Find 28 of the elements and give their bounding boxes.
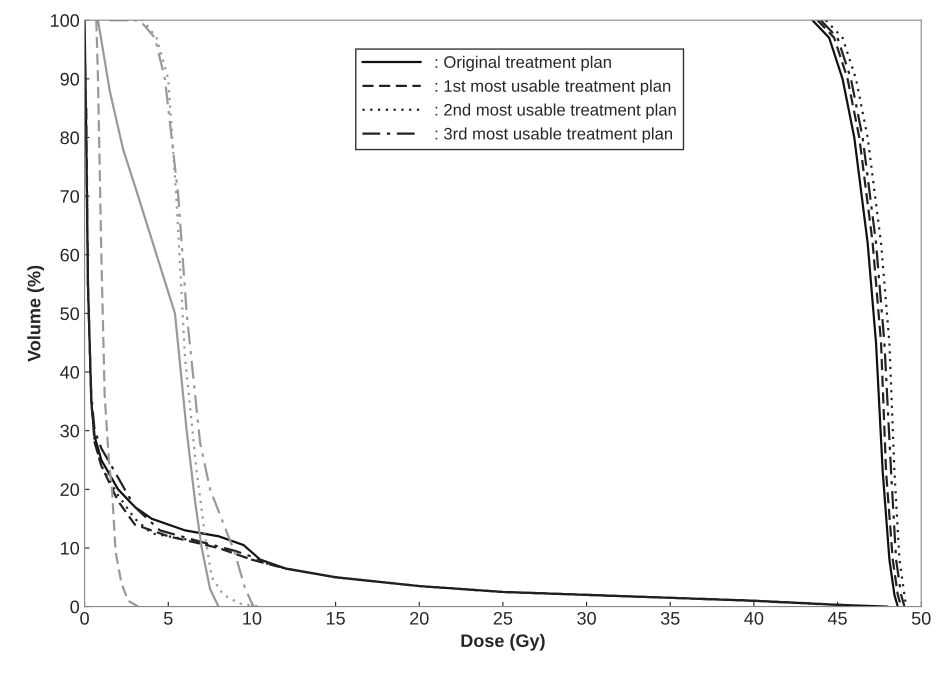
x-tick-label: 30 [577, 612, 596, 625]
legend-label: : 2nd most usable treatment plan [436, 103, 676, 120]
y-tick-label: 100 [50, 14, 80, 27]
x-tick-label: 20 [410, 612, 429, 625]
x-tick-label: 35 [660, 612, 680, 625]
y-tick-label: 20 [60, 483, 80, 496]
x-tick-label: 50 [912, 612, 931, 625]
x-tick-label: 25 [494, 612, 512, 625]
legend-label: : 1st most usable treatment plan [436, 80, 670, 96]
legend-label: : Original treatment plan [436, 56, 611, 72]
y-axis-title: Volume (%) [27, 266, 44, 362]
x-tick-label: 10 [243, 612, 262, 625]
y-tick-label: 10 [61, 542, 80, 555]
y-tick-label: 30 [60, 424, 80, 438]
y-tick-label: 60 [60, 248, 80, 262]
y-tick-label: 50 [60, 307, 80, 320]
y-tick-label: 40 [60, 366, 80, 379]
legend-label: : 3rd most usable treatment plan [436, 127, 672, 143]
y-tick-label: 80 [60, 131, 80, 144]
y-tick-label: 0 [70, 600, 80, 614]
y-tick-label: 90 [60, 72, 80, 86]
x-tick-label: 40 [744, 612, 764, 625]
x-tick-label: 5 [164, 612, 173, 625]
x-tick-label: 0 [80, 612, 89, 625]
y-tick-label: 70 [60, 190, 80, 203]
x-tick-label: 15 [326, 612, 345, 625]
x-tick-label: 45 [828, 612, 847, 625]
x-axis-title: Dose (Gy) [461, 634, 545, 651]
